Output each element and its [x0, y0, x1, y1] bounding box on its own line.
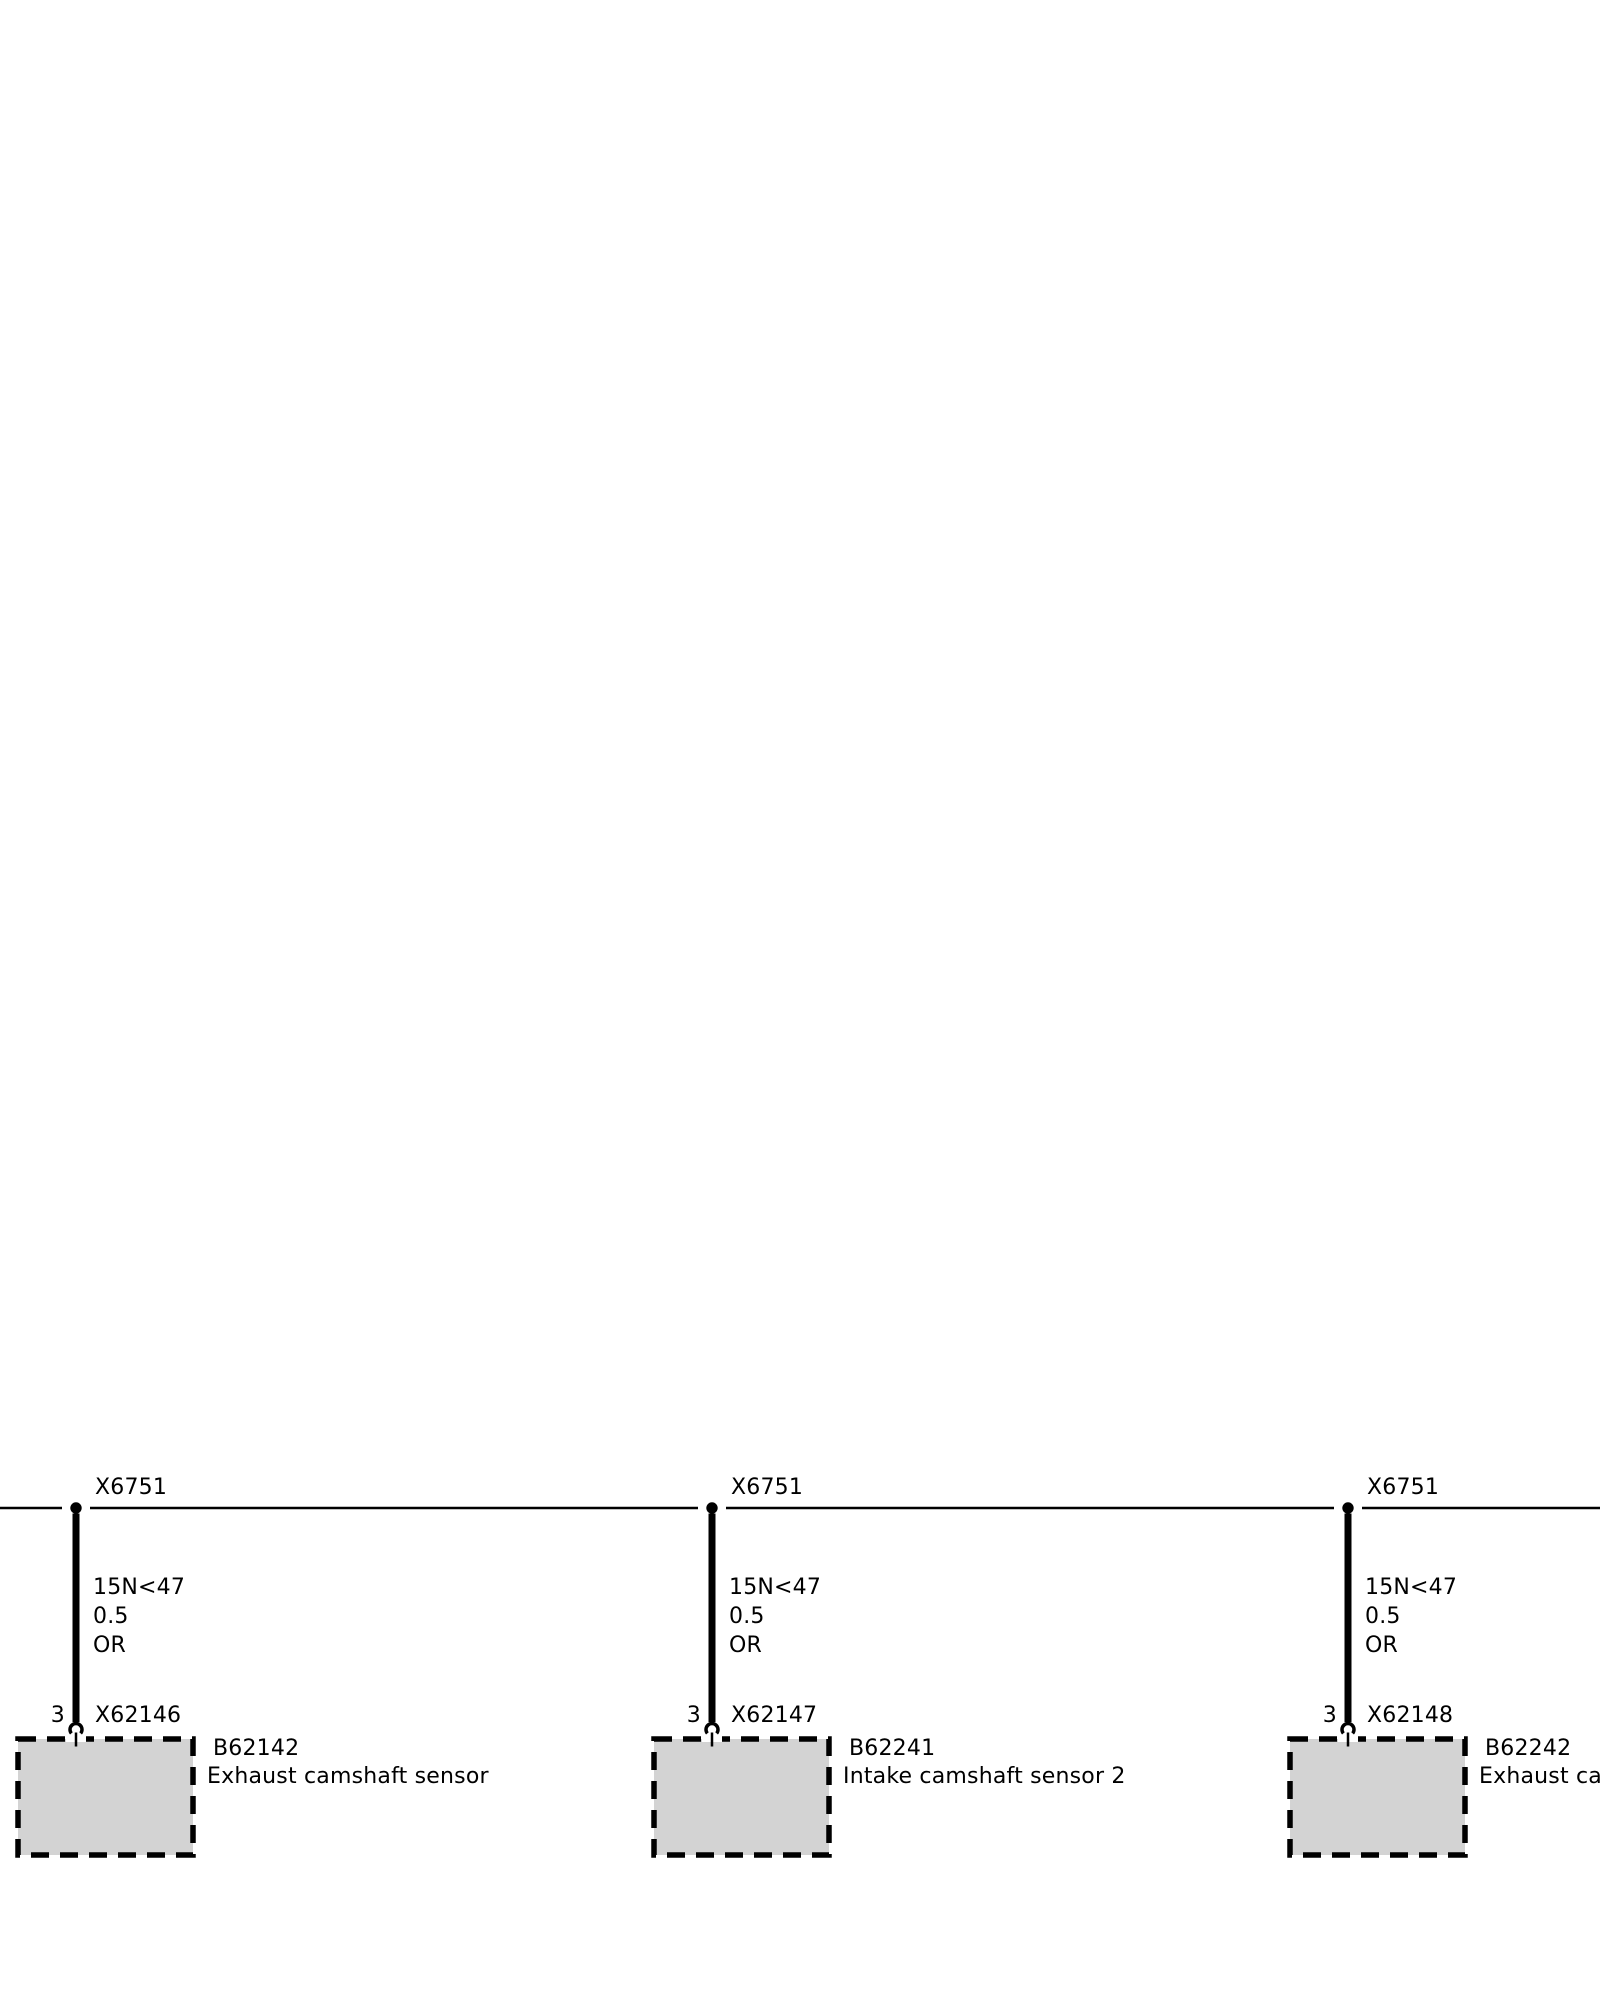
- branch-graphics-2: [651, 1502, 832, 1858]
- junction-dot: [706, 1502, 718, 1514]
- branch-graphics-3: [1287, 1502, 1468, 1858]
- connector-id-label: X62146: [95, 1703, 182, 1728]
- junction-dot: [70, 1502, 82, 1514]
- wire-cross-section-label: 0.5: [1365, 1604, 1401, 1629]
- wire-color-code-label: OR: [729, 1633, 763, 1658]
- component-id-label: B62241: [849, 1736, 936, 1761]
- component-id-label: B62142: [213, 1736, 300, 1761]
- pin-number-label: 3: [1322, 1703, 1337, 1728]
- pin-number-label: 3: [50, 1703, 65, 1728]
- component-box: [15, 1736, 196, 1858]
- wire-label-block: 15N<47 0.5 OR: [1365, 1573, 1457, 1660]
- wire-circuit-label: 15N<47: [1365, 1575, 1458, 1600]
- component-id-label: B62242: [1485, 1736, 1572, 1761]
- wire-label-block: 15N<47 0.5 OR: [93, 1573, 185, 1660]
- component-box: [1287, 1736, 1468, 1858]
- bus-connector-label: X6751: [731, 1475, 804, 1500]
- bus-connector-label: X6751: [95, 1475, 168, 1500]
- wire-circuit-label: 15N<47: [729, 1575, 822, 1600]
- pin-number-label: 3: [686, 1703, 701, 1728]
- connector-socket-arc: [1340, 1721, 1356, 1735]
- component-name-label: Intake camshaft sensor 2: [843, 1764, 1126, 1789]
- connector-socket-arc: [68, 1721, 84, 1735]
- wire-color-code-label: OR: [1365, 1633, 1399, 1658]
- component-box: [651, 1736, 832, 1858]
- wire-label-block: 15N<47 0.5 OR: [729, 1573, 821, 1660]
- wire-cross-section-label: 0.5: [93, 1604, 129, 1629]
- connector-id-label: X62147: [731, 1703, 818, 1728]
- component-name-label: Exhaust camshaft sensor: [207, 1764, 489, 1789]
- connector-socket-arc: [704, 1721, 720, 1735]
- branch-graphics-1: [15, 1502, 196, 1858]
- component-name-label: Exhaust camshaft sensor 2: [1479, 1764, 1600, 1789]
- connector-id-label: X62148: [1367, 1703, 1454, 1728]
- junction-dot: [1342, 1502, 1354, 1514]
- wire-cross-section-label: 0.5: [729, 1604, 765, 1629]
- bus-connector-label: X6751: [1367, 1475, 1440, 1500]
- wire-color-code-label: OR: [93, 1633, 127, 1658]
- wire-circuit-label: 15N<47: [93, 1575, 186, 1600]
